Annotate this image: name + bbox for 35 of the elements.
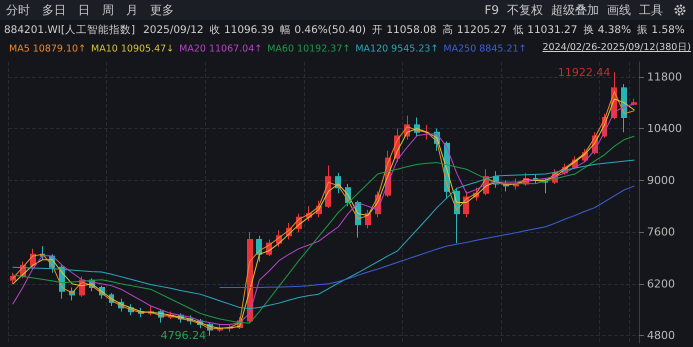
text: 工具 <box>638 2 664 18</box>
text: 高 11205.27 <box>441 23 507 37</box>
text: 更多 <box>149 2 175 18</box>
text: MA10 10905.47↓ <box>91 44 174 54</box>
chart-subtitle: 2025/09/12 <box>142 24 204 36</box>
text: 周 <box>101 2 115 18</box>
y-tick-label: 11800 <box>647 70 682 84</box>
text: 多日 <box>41 2 67 18</box>
text: 不复权 <box>506 2 544 18</box>
text: 月 <box>125 2 139 18</box>
annotation: 4796.24 <box>160 329 206 342</box>
text: MA250 8845.21↑ <box>443 44 527 54</box>
text: 画线 <box>606 2 632 18</box>
text: 2024/02/26-2025/09/12(380日) <box>542 41 691 54</box>
text: MA120 9545.23↑ <box>355 44 438 54</box>
text: 振 1.58% <box>636 23 685 37</box>
text: MA20 11067.04↑ <box>179 44 262 54</box>
text: MA60 10192.37↑ <box>267 44 350 54</box>
text: 开 11058.08 <box>371 23 436 37</box>
y-tick-label: 9000 <box>647 174 675 187</box>
y-tick-label: 4800 <box>647 329 675 342</box>
text: 幅 0.46%(50.40) <box>279 23 366 37</box>
text: 日 <box>77 2 91 18</box>
text: MA5 10879.10↑ <box>9 44 86 54</box>
chart-title: 884201.WI[人工智能指数] <box>3 23 136 37</box>
y-tick-label: 6200 <box>647 277 675 290</box>
y-tick-label: 7600 <box>647 226 675 239</box>
y-tick-label: 10400 <box>647 122 682 136</box>
text: F9 <box>483 3 500 17</box>
text: 超级叠加 <box>550 2 600 18</box>
text: 低 11031.27 <box>512 23 578 37</box>
text: 收 11096.39 <box>208 23 274 37</box>
text: 换 4.38% <box>582 23 632 37</box>
annotation: 11922.44 <box>558 66 610 79</box>
text: 分时 <box>5 2 31 18</box>
